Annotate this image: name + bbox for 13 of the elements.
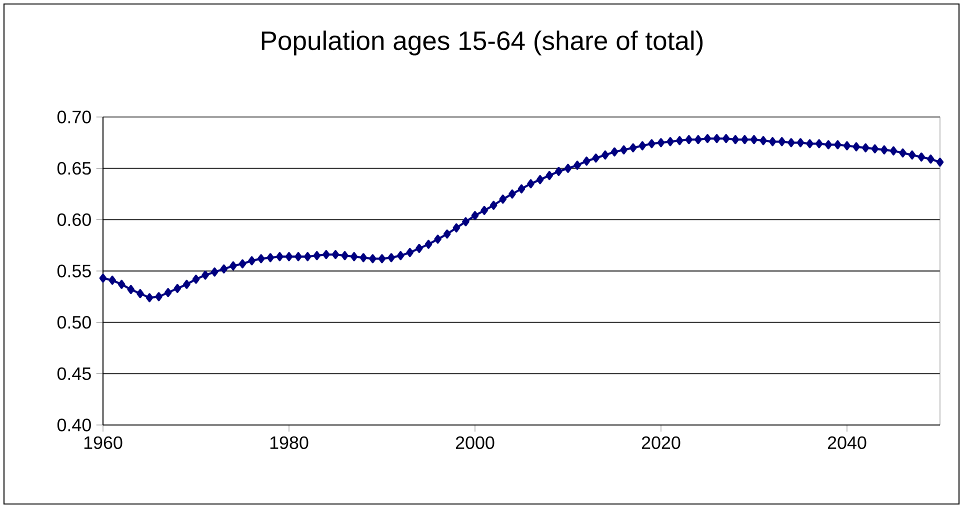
y-tick-label: 0.50 xyxy=(57,316,91,329)
y-tick-label: 0.60 xyxy=(57,213,91,226)
x-tick-label: 1960 xyxy=(84,436,122,450)
chart-title: Population ages 15-64 (share of total) xyxy=(262,30,703,56)
x-tick-label: 2020 xyxy=(642,436,680,450)
y-tick-label: 0.45 xyxy=(57,367,91,380)
x-tick-label: 2000 xyxy=(456,436,494,450)
y-tick-label: 0.55 xyxy=(57,264,91,278)
y-tick-label: 0.70 xyxy=(57,110,91,124)
x-tick-label: 2040 xyxy=(828,436,866,450)
y-tick-label: 0.40 xyxy=(57,418,91,432)
y-tick-label: 0.65 xyxy=(57,162,91,175)
x-tick-label: 1980 xyxy=(270,436,308,450)
